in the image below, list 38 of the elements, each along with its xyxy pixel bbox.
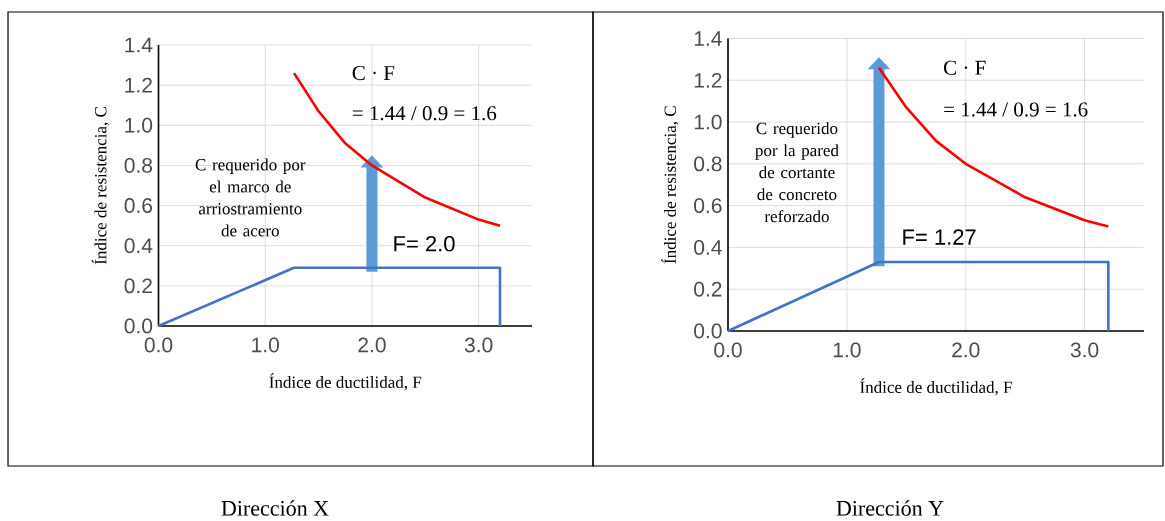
text: Dirección X	[221, 500, 329, 516]
y-tick-label: 0.2	[124, 278, 152, 294]
y-tick-label: 0.8	[694, 156, 722, 172]
x-tick-label: 0.0	[144, 337, 173, 353]
annotation: C · F	[944, 60, 986, 75]
annotation: F= 1.27	[903, 229, 976, 245]
annotation: F= 2.0	[394, 235, 455, 252]
x-tick-label: 2.0	[952, 342, 980, 358]
annotation: C requerido por el marco de arriostramiento de acero	[195, 158, 306, 237]
annotation: = 1.44 / 0.9 = 1.6	[944, 102, 1088, 117]
y-tick-label: 0.2	[694, 281, 722, 297]
y-tick-label: 0.0	[694, 323, 722, 339]
y-tick-label: 1.0	[125, 117, 153, 133]
x-tick-label: 3.0	[464, 337, 493, 353]
x-axis-title: Índice de ductilidad, F	[860, 378, 1012, 396]
y-tick-label: 0.6	[694, 198, 722, 214]
y-axis-title: Índice de resistencia, C	[91, 107, 109, 265]
y-tick-label: 0.6	[124, 198, 153, 213]
x-tick-label: 1.0	[833, 342, 861, 358]
y-tick-label: 1.4	[694, 31, 722, 46]
y-tick-label: 0.0	[124, 318, 153, 334]
annotation: C requerido por la pared de cortante de concreto reforzado	[755, 122, 839, 223]
y-tick-label: 1.4	[125, 37, 153, 53]
y-tick-label: 1.2	[694, 72, 722, 88]
annotation: = 1.44 / 0.9 = 1.6	[352, 106, 497, 121]
x-tick-label: 0.0	[714, 342, 742, 358]
y-tick-label: 0.4	[694, 239, 722, 255]
x-tick-label: 2.0	[358, 337, 386, 353]
y-tick-label: 1.0	[694, 114, 722, 130]
y-tick-label: 0.4	[124, 238, 153, 254]
x-tick-label: 1.0	[252, 337, 279, 353]
x-axis-title: Índice de ductilidad, F	[269, 373, 422, 391]
annotation: C · F	[352, 66, 395, 81]
text: Dirección Y	[836, 500, 944, 516]
x-tick-label: 3.0	[1070, 342, 1099, 358]
y-tick-label: 0.8	[124, 157, 153, 173]
y-axis-title: Índice de resistencia, C	[661, 106, 679, 264]
y-tick-label: 1.2	[125, 77, 152, 93]
